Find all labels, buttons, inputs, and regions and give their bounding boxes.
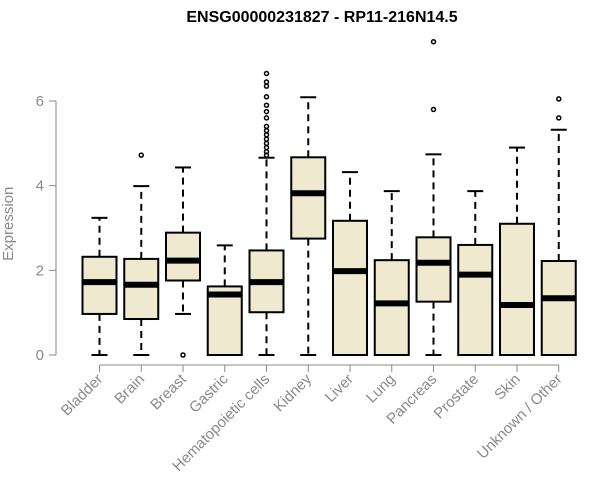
outlier-point [180,352,186,358]
box-hematopoietic-cells [248,70,285,356]
box-iqr [206,285,243,357]
outlier-point [263,102,270,108]
y-tick-label: 6 [36,93,44,110]
boxplot-series [81,38,577,358]
box-gastric [206,244,243,357]
box-iqr [499,222,535,356]
x-tick-label: Skin [491,371,524,404]
outlier-point [263,132,270,138]
box-breast [165,166,201,358]
x-tick-label: Brain [111,371,148,408]
box-iqr [290,156,327,240]
y-tick-label: 2 [36,262,44,279]
box-iqr [81,255,118,315]
outlier-point [263,115,270,121]
box-iqr [415,236,452,303]
x-tick-label: Bladder [58,371,107,420]
box-brain [123,152,160,356]
outlier-point [263,79,270,85]
outlier-point [263,94,270,100]
box-iqr [540,260,577,356]
outlier-point [263,70,270,77]
y-axis-label: Expression [0,187,17,261]
outlier-point [430,106,437,113]
box-unknown-other [540,96,577,356]
x-tick-label: Lung [363,371,399,407]
x-tick-label: Breast [147,370,190,413]
outlier-point [263,140,270,147]
box-iqr [373,259,410,357]
outlier-point [556,96,562,102]
box-lung [373,190,410,357]
outlier-point [263,83,270,89]
outlier-point [263,136,270,142]
outlier-point [556,115,562,121]
chart-title: ENSG00000231827 - RP11-216N14.5 [186,9,457,26]
box-skin [499,146,535,356]
box-iqr [457,243,494,356]
box-iqr [165,231,201,282]
box-kidney [290,96,327,356]
x-tick-label: Prostate [431,371,483,423]
y-tick-label: 0 [36,347,44,364]
y-tick-label: 4 [36,178,44,195]
outlier-point [263,149,270,155]
box-iqr [332,219,368,356]
box-iqr [123,257,160,321]
outlier-point [263,123,270,130]
y-axis: 0 2 4 6 [36,93,57,364]
outlier-point [430,38,437,45]
x-tick-label: Liver [322,371,357,406]
outlier-point [138,152,144,158]
outlier-point [263,144,270,151]
box-liver [332,171,368,356]
box-bladder [81,216,118,356]
box-prostate [457,190,494,356]
x-tick-label: Kidney [271,370,316,415]
outlier-point [263,127,270,134]
outlier-point [263,108,270,115]
box-pancreas [415,38,452,356]
